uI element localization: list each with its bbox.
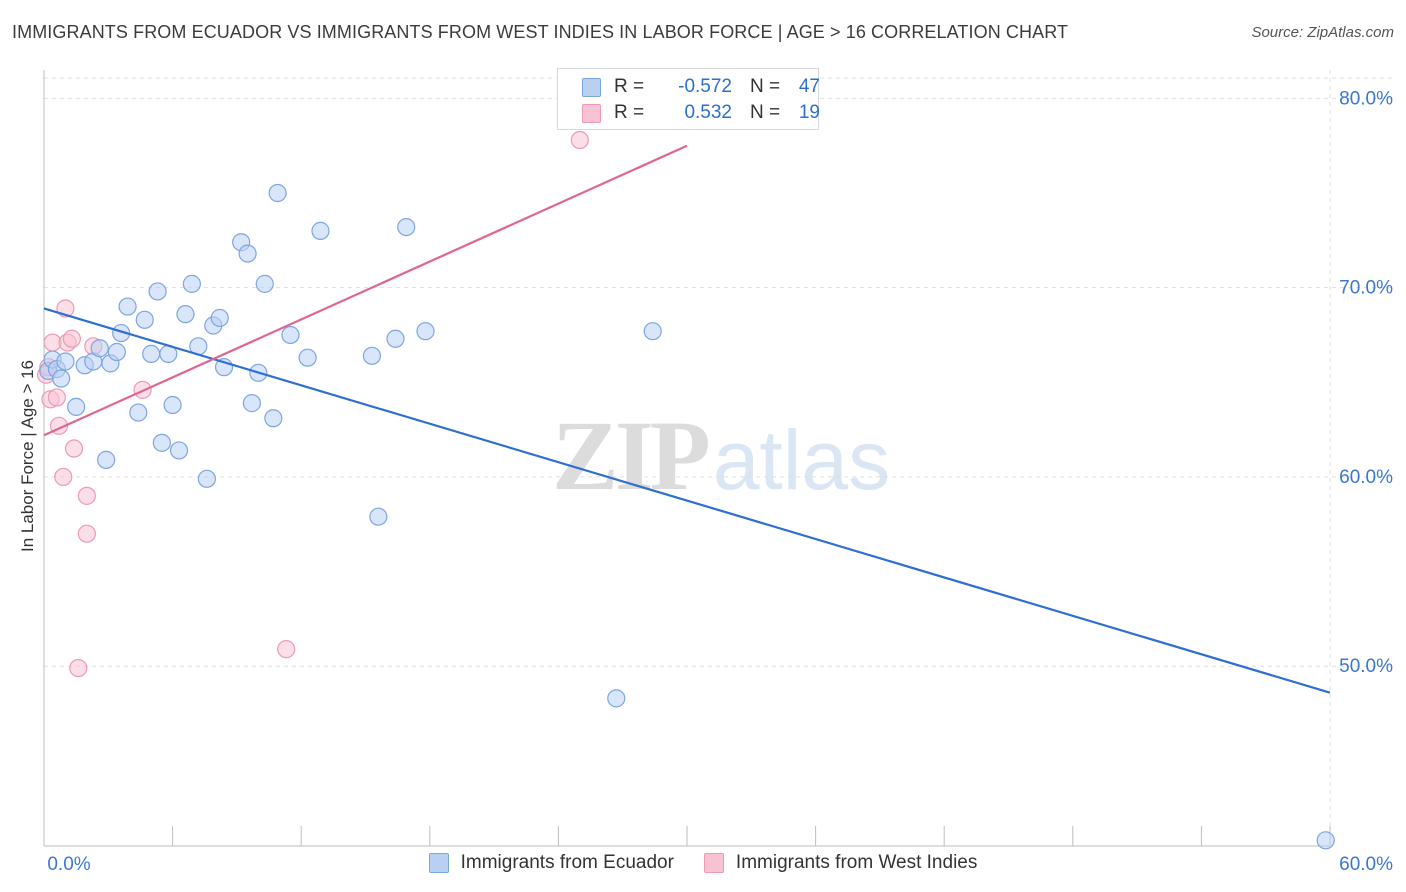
n-label: N = <box>750 76 781 97</box>
west-indies-points <box>37 93 589 678</box>
ecuador-point <box>397 217 416 237</box>
y-tick-label: 70.0% <box>1339 278 1393 299</box>
ecuador-trend-line <box>43 307 1331 694</box>
ecuador-point <box>255 274 274 293</box>
n-value: 47 <box>798 76 820 97</box>
legend-item-westindies: Immigrants from West Indies <box>703 852 978 874</box>
ecuador-swatch <box>582 77 601 97</box>
ecuador-point <box>97 450 116 469</box>
ecuador-point <box>268 183 287 203</box>
ecuador-point <box>169 441 189 460</box>
source-credit: Source: ZipAtlas.com <box>1251 24 1394 41</box>
ecuador-point <box>142 344 161 364</box>
legend-row-ecuador: R = -0.572 N = 47 <box>582 75 820 99</box>
r-label: R = <box>614 76 645 97</box>
ecuador-point <box>67 397 86 416</box>
west-indies-point <box>277 640 296 659</box>
y-axis-label: In Labor Force | Age > 16 <box>18 359 37 553</box>
west-indies-swatch <box>703 853 724 873</box>
ecuador-point <box>148 282 167 301</box>
ecuador-point <box>607 689 626 708</box>
ecuador-point <box>643 322 662 341</box>
west-indies-point <box>570 130 589 150</box>
west-indies-point <box>54 467 73 487</box>
legend-label-westindies: Immigrants from West Indies <box>735 852 978 873</box>
west-indies-point <box>77 486 96 505</box>
ecuador-point <box>238 244 257 263</box>
ecuador-point <box>152 433 171 452</box>
gridlines <box>44 70 1392 846</box>
y-tick-label: 50.0% <box>1339 656 1393 677</box>
ecuador-point <box>176 305 195 324</box>
west-indies-point <box>77 524 96 543</box>
ecuador-point <box>90 339 109 358</box>
legend-label-ecuador: Immigrants from Ecuador <box>460 852 674 873</box>
x-tick-labels: 0.0% 60.0% <box>47 854 1393 875</box>
y-tick-labels: 50.0% 60.0% 70.0% 80.0% <box>1339 88 1393 677</box>
chart-title: IMMIGRANTS FROM ECUADOR VS IMMIGRANTS FR… <box>12 22 1069 42</box>
ecuador-point <box>242 394 262 413</box>
ecuador-points <box>39 183 1335 850</box>
legend-item-ecuador: Immigrants from Ecuador <box>428 852 674 874</box>
ecuador-point <box>107 342 126 362</box>
ecuador-point <box>210 308 229 328</box>
x-tick-label: 0.0% <box>47 854 90 875</box>
ecuador-point <box>298 348 317 367</box>
ecuador-point <box>264 409 283 428</box>
ecuador-point <box>56 352 75 371</box>
west-indies-trend-line <box>43 144 688 437</box>
ecuador-point <box>369 507 388 526</box>
axes <box>43 70 1331 847</box>
r-value: -0.572 <box>678 76 732 97</box>
y-tick-label: 60.0% <box>1339 467 1393 488</box>
west-indies-point <box>47 388 66 407</box>
n-label: N = <box>750 102 781 123</box>
correlation-legend: R = -0.572 N = 47 R = 0.532 N = 19 <box>557 68 820 130</box>
ecuador-point <box>135 310 154 329</box>
ecuador-point <box>197 469 216 488</box>
n-value: 19 <box>798 102 820 123</box>
west-indies-swatch <box>582 103 601 123</box>
west-indies-point <box>64 439 84 458</box>
ecuador-point <box>416 322 435 341</box>
x-tick-label: 60.0% <box>1339 854 1393 875</box>
ecuador-point <box>129 403 148 422</box>
y-tick-label: 80.0% <box>1339 88 1393 109</box>
ecuador-point <box>163 395 182 415</box>
ecuador-point <box>281 325 300 345</box>
r-label: R = <box>614 102 645 123</box>
west-indies-point <box>62 329 81 348</box>
west-indies-point <box>69 658 88 678</box>
trend-lines <box>43 144 1331 694</box>
legend-row-westindies: R = 0.532 N = 19 <box>582 101 820 125</box>
ecuador-point <box>311 221 330 240</box>
ecuador-point <box>1316 831 1335 850</box>
ecuador-point <box>182 274 201 293</box>
series-legend: Immigrants from Ecuador Immigrants from … <box>0 852 1406 874</box>
ecuador-swatch <box>428 853 449 873</box>
ecuador-point <box>362 346 382 365</box>
ecuador-point <box>118 297 137 316</box>
r-value: 0.532 <box>684 102 732 123</box>
ecuador-point <box>386 329 405 348</box>
ecuador-point <box>52 369 71 388</box>
